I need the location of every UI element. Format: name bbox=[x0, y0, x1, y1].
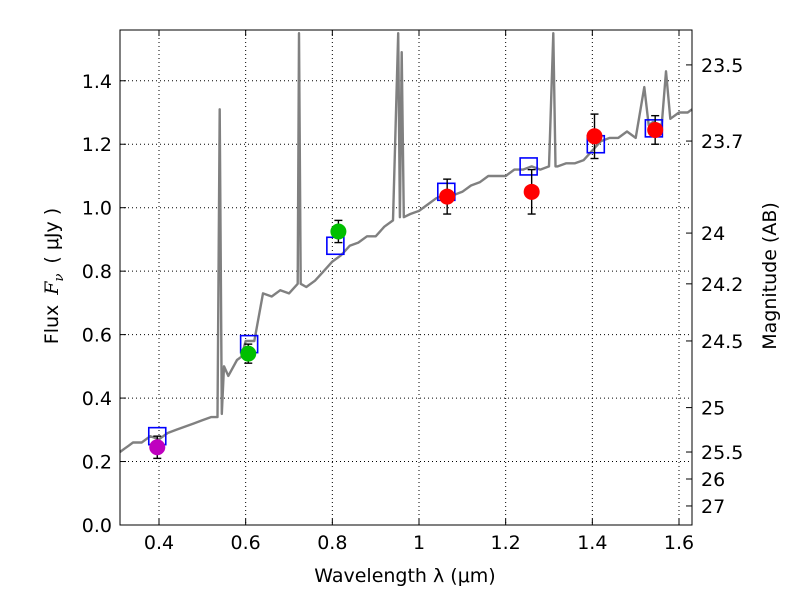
model-photometry-box bbox=[326, 236, 345, 256]
right-tick-label: 27 bbox=[701, 496, 725, 518]
observed-photometry-point bbox=[330, 223, 347, 240]
model-photometry-box bbox=[519, 157, 538, 176]
right-tick-label: 26 bbox=[701, 469, 725, 491]
right-tick-label: 23.7 bbox=[701, 131, 743, 153]
x-tick-label: 1.4 bbox=[577, 532, 607, 554]
right-tick-label: 24.5 bbox=[701, 331, 743, 353]
x-axis-title: Wavelength λ (μm) bbox=[314, 565, 495, 587]
y-tick-label: 1.4 bbox=[82, 71, 112, 93]
y-tick-label: 0.4 bbox=[82, 388, 112, 410]
x-axis: 0.4 0.6 0.8 1 1.2 1.4 1.6 bbox=[144, 30, 694, 554]
y-tick-label: 1.2 bbox=[82, 134, 112, 156]
x-tick-label: 0.6 bbox=[231, 532, 261, 554]
x-tick-label: 1.6 bbox=[664, 532, 694, 554]
model-photometry-series bbox=[147, 119, 664, 446]
right-tick-label: 24 bbox=[701, 223, 725, 245]
right-magnitude-axis: 23.5 23.7 24 24.2 24.5 25 25.5 26 27 bbox=[686, 55, 743, 518]
y-axis-title-subscript: ν bbox=[52, 274, 67, 282]
y-axis-title-units: ( μJy ) bbox=[41, 208, 63, 264]
observed-photometry-point bbox=[523, 183, 540, 200]
right-tick-label: 25.5 bbox=[701, 442, 743, 464]
right-tick-label: 23.5 bbox=[701, 55, 743, 77]
spectrum-line bbox=[119, 32, 693, 453]
y-axis-title-symbol: F bbox=[41, 281, 63, 296]
y-axis-title-prefix: Flux bbox=[41, 305, 63, 345]
x-tick-label: 0.8 bbox=[317, 532, 347, 554]
right-tick-label: 25 bbox=[701, 398, 725, 420]
x-tick-label: 1.2 bbox=[491, 532, 521, 554]
observed-photometry-point bbox=[586, 128, 603, 145]
spectrum-series bbox=[119, 32, 693, 453]
y-tick-label: 0.0 bbox=[82, 515, 112, 537]
x-tick-label: 0.4 bbox=[144, 532, 174, 554]
observed-photometry-point bbox=[647, 121, 664, 138]
observed-photometry-point bbox=[149, 439, 166, 456]
x-tick-label: 1 bbox=[413, 532, 425, 554]
y-axis: 0.0 0.2 0.4 0.6 0.8 1.0 1.2 1.4 bbox=[82, 71, 126, 537]
observed-photometry-point bbox=[439, 188, 456, 205]
right-axis-title: Magnitude (AB) bbox=[759, 202, 781, 350]
observed-photometry-point bbox=[240, 345, 257, 362]
y-tick-label: 0.8 bbox=[82, 261, 112, 283]
y-tick-label: 0.2 bbox=[82, 452, 112, 474]
y-tick-label: 0.6 bbox=[82, 325, 112, 347]
observed-photometry-series bbox=[149, 121, 664, 456]
grid bbox=[120, 30, 692, 526]
y-axis-title: Flux Fν ( μJy ) bbox=[41, 208, 67, 344]
plot-frame bbox=[119, 29, 693, 526]
y-tick-label: 1.0 bbox=[82, 198, 112, 220]
error-bar-series bbox=[153, 113, 660, 460]
right-tick-label: 24.2 bbox=[701, 274, 743, 296]
